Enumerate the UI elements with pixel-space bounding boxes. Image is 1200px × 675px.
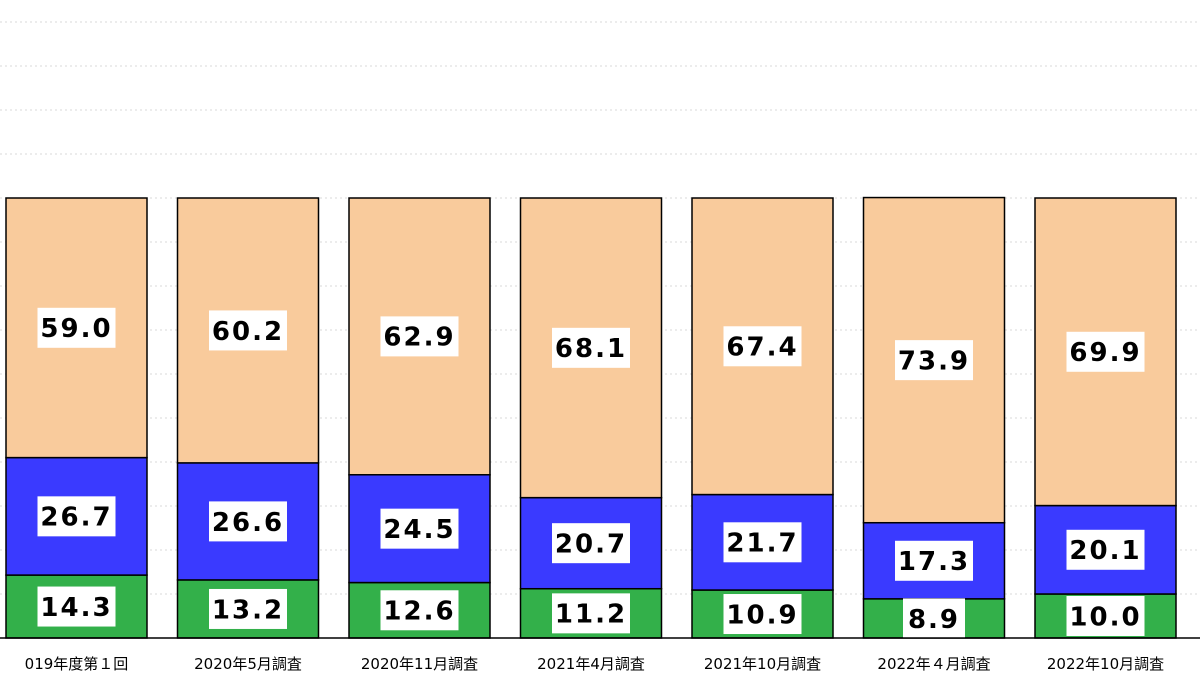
data-label: 20.7 [555, 530, 627, 560]
data-label: 17.3 [898, 547, 970, 577]
data-label-box [37, 496, 116, 537]
data-label: 20.1 [1069, 536, 1141, 566]
data-label-box [895, 540, 973, 581]
data-label-box [903, 598, 965, 639]
data-label: 68.1 [555, 334, 627, 364]
data-label-box [1066, 596, 1145, 636]
data-label-box [723, 522, 802, 563]
data-label: 8.9 [908, 605, 960, 635]
x-tick-label: 2021年10月調査 [704, 655, 821, 673]
x-tick-label: 2020年5月調査 [194, 655, 302, 673]
data-label-box [380, 590, 459, 631]
data-label: 21.7 [726, 529, 798, 559]
data-label-box [723, 594, 802, 635]
bars [5, 196, 1177, 639]
data-label-box [209, 310, 287, 351]
data-label: 69.9 [1069, 338, 1141, 368]
data-label: 11.2 [555, 600, 627, 630]
x-tick-label: 2022年10月調査 [1047, 655, 1164, 673]
data-label: 62.9 [383, 323, 455, 353]
data-label-box [1066, 331, 1145, 372]
data-label: 10.0 [1069, 602, 1141, 632]
data-labels: 14.3 26.7 59.0 13.2 26.6 60.2 12.6 24.5 62.9 11.2… [37, 307, 1145, 639]
data-label: 10.9 [726, 600, 798, 630]
data-label-box [552, 593, 630, 634]
data-label-box [552, 327, 630, 368]
data-label: 67.4 [726, 333, 798, 363]
x-tick-label: 019年度第１回 [25, 655, 129, 673]
data-label: 73.9 [898, 347, 970, 377]
data-label-box [209, 501, 287, 542]
x-axis-tick-labels: 019年度第１回 2020年5月調査 2020年11月調査 2021年4月調査 2021… [25, 655, 1164, 673]
data-label: 13.2 [212, 595, 284, 625]
data-label: 26.7 [40, 503, 112, 533]
data-label-box [1066, 529, 1145, 570]
data-label-box [37, 307, 116, 348]
data-label: 60.2 [212, 317, 284, 347]
data-label-box [209, 588, 287, 629]
x-tick-label: 2022年４月調査 [877, 655, 990, 673]
data-label: 59.0 [40, 314, 112, 344]
x-tick-label: 2021年4月調査 [537, 655, 645, 673]
data-label-box [723, 326, 802, 367]
data-label-box [380, 316, 459, 357]
data-label: 24.5 [383, 515, 455, 545]
data-label: 14.3 [40, 593, 112, 623]
data-label-box [552, 523, 630, 564]
data-label-box [895, 340, 973, 381]
x-tick-label: 2020年11月調査 [361, 655, 478, 673]
data-label-box [380, 508, 459, 549]
data-label: 26.6 [212, 508, 284, 538]
data-label: 12.6 [383, 597, 455, 627]
data-label-box [37, 586, 116, 627]
